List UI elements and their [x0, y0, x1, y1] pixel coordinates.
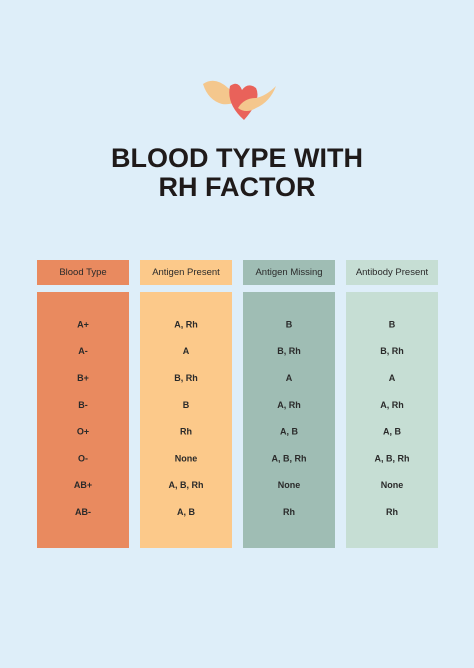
cell-text: A: [286, 373, 293, 383]
cell-text: A, Rh: [174, 319, 198, 329]
cell-text: A, B: [280, 427, 299, 437]
table: Blood Type A+ A- B+ B- O+ O- AB+ AB- Antigen Pres…: [37, 260, 438, 548]
cell-text: None: [278, 480, 301, 490]
cell-text: A, B: [177, 507, 196, 517]
cell-text: A, B, Rh: [169, 480, 204, 490]
icon: [203, 80, 276, 120]
cell-text: B: [389, 319, 396, 329]
header-cell: [243, 260, 335, 285]
cell-text: O+: [77, 427, 89, 437]
cell-text: Rh: [180, 427, 192, 437]
cell-text: Rh: [386, 507, 398, 517]
header-text: Antigen Missing: [255, 267, 322, 278]
cell-text: Rh: [283, 507, 295, 517]
title-line: RH FACTOR: [158, 172, 315, 202]
cell-text: B: [183, 400, 190, 410]
cell-text: A, Rh: [380, 400, 404, 410]
header-text: Antigen Present: [152, 267, 220, 278]
cell-text: None: [381, 480, 404, 490]
header-text: Blood Type: [59, 267, 106, 278]
cell-text: A+: [77, 319, 89, 329]
title-line: BLOOD TYPE WITH: [111, 143, 363, 173]
header-cell: [346, 260, 438, 285]
column-body: [37, 292, 129, 548]
cell-text: B-: [78, 400, 88, 410]
cell-text: A, Rh: [277, 400, 301, 410]
cell-text: O-: [78, 453, 88, 463]
cell-text: A-: [78, 346, 88, 356]
cell-text: A: [389, 373, 396, 383]
cell-text: AB+: [74, 480, 92, 490]
header-text: Antibody Present: [356, 267, 429, 278]
column-body: [243, 292, 335, 548]
cell-text: A, B, Rh: [375, 453, 410, 463]
cell-text: B, Rh: [174, 373, 198, 383]
column-body: [140, 292, 232, 548]
header-cell: [37, 260, 129, 285]
cell-text: B, Rh: [380, 346, 404, 356]
cell-text: B+: [77, 373, 89, 383]
column-body: [346, 292, 438, 548]
cell-text: B, Rh: [277, 346, 301, 356]
cell-text: A, B: [383, 427, 402, 437]
cell-text: B: [286, 319, 293, 329]
cell-text: A: [183, 346, 190, 356]
cell-text: AB-: [75, 507, 91, 517]
header-cell: [140, 260, 232, 285]
cell-text: None: [175, 453, 198, 463]
cell-text: A, B, Rh: [272, 453, 307, 463]
